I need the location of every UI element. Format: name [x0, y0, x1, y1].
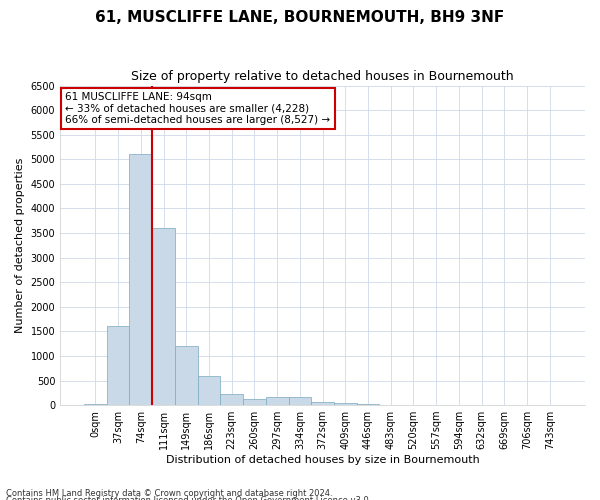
Text: 61, MUSCLIFFE LANE, BOURNEMOUTH, BH9 3NF: 61, MUSCLIFFE LANE, BOURNEMOUTH, BH9 3NF [95, 10, 505, 25]
Bar [243, 398, 266, 405]
Text: 61 MUSCLIFFE LANE: 94sqm
← 33% of detached houses are smaller (4,228)
66% of sem: 61 MUSCLIFFE LANE: 94sqm ← 33% of detach… [65, 92, 331, 125]
X-axis label: Distribution of detached houses by size in Bournemouth: Distribution of detached houses by size … [166, 455, 479, 465]
Bar [152, 228, 175, 405]
Bar [84, 404, 107, 405]
Bar [334, 402, 356, 405]
Bar [356, 404, 379, 405]
Bar [266, 396, 289, 405]
Bar [289, 397, 311, 405]
Bar [220, 394, 243, 405]
Bar [311, 402, 334, 405]
Y-axis label: Number of detached properties: Number of detached properties [15, 158, 25, 333]
Bar [130, 154, 152, 405]
Bar [197, 376, 220, 405]
Text: Contains HM Land Registry data © Crown copyright and database right 2024.: Contains HM Land Registry data © Crown c… [6, 488, 332, 498]
Text: Contains public sector information licensed under the Open Government Licence v3: Contains public sector information licen… [6, 496, 371, 500]
Bar [107, 326, 130, 405]
Bar [175, 346, 197, 405]
Title: Size of property relative to detached houses in Bournemouth: Size of property relative to detached ho… [131, 70, 514, 83]
